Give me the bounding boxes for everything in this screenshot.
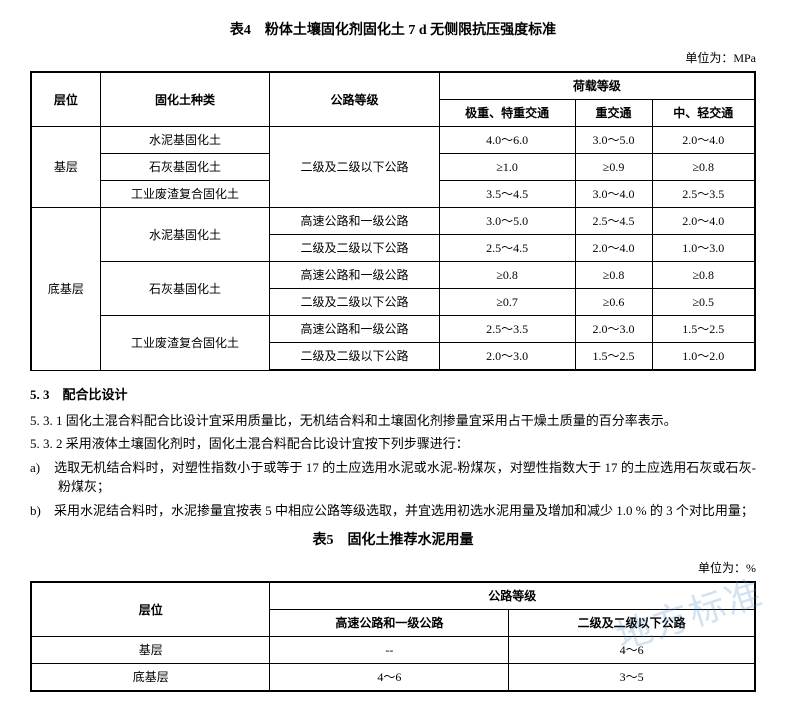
cell-road: 二级及二级以下公路 (270, 289, 439, 316)
cell-val: 2.0～3.0 (439, 343, 575, 371)
cell-val: 2.5～4.5 (575, 208, 652, 235)
table4: 层位 固化土种类 公路等级 荷载等级 极重、特重交通 重交通 中、轻交通 基层 … (30, 71, 756, 371)
cell-road: 二级及二级以下公路 (270, 235, 439, 262)
cell-soil: 石灰基固化土 (100, 262, 269, 316)
cell-val: -- (270, 637, 509, 664)
th-load-grade: 荷载等级 (439, 72, 755, 100)
cell-soil: 石灰基固化土 (100, 154, 269, 181)
list-text: 采用水泥结合料时，水泥掺量宜按表 5 中相应公路等级选取，并宜选用初选水泥用量及… (54, 503, 754, 518)
cell-val: 1.5～2.5 (652, 316, 755, 343)
cell-val: ≥0.8 (652, 154, 755, 181)
cell-road: 高速公路和一级公路 (270, 262, 439, 289)
cell-road: 高速公路和一级公路 (270, 316, 439, 343)
cell-val: ≥0.5 (652, 289, 755, 316)
section-5-3-heading: 5. 3 配合比设计 (30, 385, 756, 405)
cell-val: ≥0.9 (575, 154, 652, 181)
cell-val: ≥0.8 (652, 262, 755, 289)
cell-val: ≥0.7 (439, 289, 575, 316)
cell-val: 2.0～4.0 (652, 127, 755, 154)
cell-val: 1.5～2.5 (575, 343, 652, 371)
cell-val: ≥0.8 (439, 262, 575, 289)
cell-road: 高速公路和一级公路 (270, 208, 439, 235)
cell-val: 1.0～2.0 (652, 343, 755, 371)
cell-val: 3.0～4.0 (575, 181, 652, 208)
para-5-3-1: 5. 3. 1 固化土混合料配合比设计宜采用质量比，无机结合料和土壤固化剂掺量宜… (30, 411, 756, 431)
cell-val: 3.0～5.0 (439, 208, 575, 235)
th-position: 层位 (31, 582, 270, 637)
cell-soil: 工业废渣复合固化土 (100, 316, 269, 371)
cell-val: ≥1.0 (439, 154, 575, 181)
list-text: 选取无机结合料时，对塑性指数小于或等于 17 的土应选用水泥或水泥-粉煤灰，对塑… (54, 460, 756, 495)
th-load-2: 重交通 (575, 100, 652, 127)
para-text: 固化土混合料配合比设计宜采用质量比，无机结合料和土壤固化剂掺量宜采用占干燥土质量… (66, 413, 677, 428)
th-load-3: 中、轻交通 (652, 100, 755, 127)
cell-base: 基层 (31, 637, 270, 664)
th-load-1: 极重、特重交通 (439, 100, 575, 127)
cell-val: 2.0～4.0 (652, 208, 755, 235)
list-label: a) (30, 458, 54, 478)
list-label: b) (30, 501, 54, 521)
cell-val: 2.0～4.0 (575, 235, 652, 262)
cell-road: 二级及二级以下公路 (270, 127, 439, 208)
cell-val: 1.0～3.0 (652, 235, 755, 262)
cell-subbase: 底基层 (31, 664, 270, 692)
table5-unit: 单位为：% (30, 559, 756, 577)
para-text: 采用液体土壤固化剂时，固化土混合料配合比设计宜按下列步骤进行： (66, 436, 469, 451)
cell-soil: 水泥基固化土 (100, 127, 269, 154)
th-road-grade: 公路等级 (270, 582, 755, 610)
cell-subbase: 底基层 (31, 208, 100, 371)
cell-val: 2.5～3.5 (439, 316, 575, 343)
cell-road: 二级及二级以下公路 (270, 343, 439, 371)
cell-val: 4.0～6.0 (439, 127, 575, 154)
para-label: 5. 3. 1 (30, 413, 63, 428)
para-label: 5. 3. 2 (30, 436, 63, 451)
table5: 层位 公路等级 高速公路和一级公路 二级及二级以下公路 基层 -- 4～6 底基… (30, 581, 756, 692)
cell-val: 2.5～3.5 (652, 181, 755, 208)
cell-soil: 工业废渣复合固化土 (100, 181, 269, 208)
cell-val: 2.5～4.5 (439, 235, 575, 262)
para-5-3-2: 5. 3. 2 采用液体土壤固化剂时，固化土混合料配合比设计宜按下列步骤进行： (30, 434, 756, 454)
th-sub2: 二级及二级以下公路 (509, 610, 755, 637)
cell-base: 基层 (31, 127, 100, 208)
cell-val: 2.0～3.0 (575, 316, 652, 343)
th-sub1: 高速公路和一级公路 (270, 610, 509, 637)
cell-val: 4～6 (270, 664, 509, 692)
th-road-grade: 公路等级 (270, 72, 439, 127)
cell-soil: 水泥基固化土 (100, 208, 269, 262)
cell-val: 3.0～5.0 (575, 127, 652, 154)
cell-val: 4～6 (509, 637, 755, 664)
cell-val: 3.5～4.5 (439, 181, 575, 208)
list-item-b: b)采用水泥结合料时，水泥掺量宜按表 5 中相应公路等级选取，并宜选用初选水泥用… (58, 501, 756, 521)
table5-title: 表5 固化土推荐水泥用量 (30, 530, 756, 551)
table4-unit: 单位为：MPa (30, 49, 756, 67)
table4-title: 表4 粉体土壤固化剂固化土 7 d 无侧限抗压强度标准 (30, 20, 756, 41)
cell-val: 3～5 (509, 664, 755, 692)
th-position: 层位 (31, 72, 100, 127)
cell-val: ≥0.6 (575, 289, 652, 316)
th-soil-type: 固化土种类 (100, 72, 269, 127)
list-item-a: a)选取无机结合料时，对塑性指数小于或等于 17 的土应选用水泥或水泥-粉煤灰，… (58, 458, 756, 497)
cell-val: ≥0.8 (575, 262, 652, 289)
